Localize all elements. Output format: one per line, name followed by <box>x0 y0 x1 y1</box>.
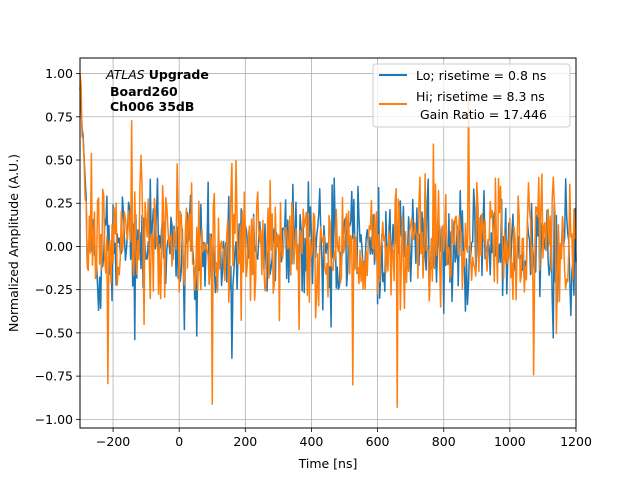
plot-frame <box>79 57 577 429</box>
channel-label: Ch006 35dB <box>110 99 194 114</box>
x-tick-label: 400 <box>300 434 324 449</box>
x-tick-label: 1000 <box>494 434 526 449</box>
legend-label-lo: Lo; risetime = 0.8 ns <box>416 68 546 83</box>
legend: Lo; risetime = 0.8 ns Hi; risetime = 8.3… <box>372 63 571 128</box>
x-tick-label: 200 <box>233 434 257 449</box>
x-axis-label: Time [ns] <box>298 456 358 471</box>
x-tick-label: 800 <box>432 434 456 449</box>
y-tick-label: −0.25 <box>35 282 73 297</box>
y-tick-label: −0.75 <box>35 369 73 384</box>
x-tick-label: 1200 <box>560 434 592 449</box>
x-tick-label: 600 <box>366 434 390 449</box>
x-tick-label: 0 <box>175 434 183 449</box>
legend-label-hi: Hi; risetime = 8.3 ns <box>416 89 545 104</box>
atlas-annotation: ATLAS Upgrade Board260 Ch006 35dB <box>105 67 209 114</box>
series-layer <box>79 73 577 408</box>
y-tick-label: −1.00 <box>35 412 73 427</box>
y-tick-label: 0.00 <box>45 239 73 254</box>
x-tick-label: −200 <box>96 434 130 449</box>
y-axis: −1.00 −0.75 −0.50 −0.25 0.00 0.25 0.50 0.75 1.00 <box>35 66 80 427</box>
legend-frame <box>372 63 571 128</box>
y-tick-label: 0.75 <box>45 109 73 124</box>
atlas-experiment: ATLAS <box>105 67 145 82</box>
y-tick-label: 1.00 <box>45 66 73 81</box>
x-axis: −200 0 200 400 600 800 1000 1200 <box>96 428 592 449</box>
y-tick-label: 0.50 <box>45 153 73 168</box>
board-label: Board260 <box>110 84 178 99</box>
atlas-label: ATLAS Upgrade <box>105 67 209 82</box>
atlas-tag: Upgrade <box>149 67 209 82</box>
y-tick-label: −0.50 <box>35 325 73 340</box>
y-tick-label: 0.25 <box>45 196 73 211</box>
series-line-hi <box>79 73 577 408</box>
y-axis-label: Normalized Amplitude (A.U.) <box>6 154 21 332</box>
legend-gain-ratio: Gain Ratio = 17.446 <box>416 107 547 122</box>
